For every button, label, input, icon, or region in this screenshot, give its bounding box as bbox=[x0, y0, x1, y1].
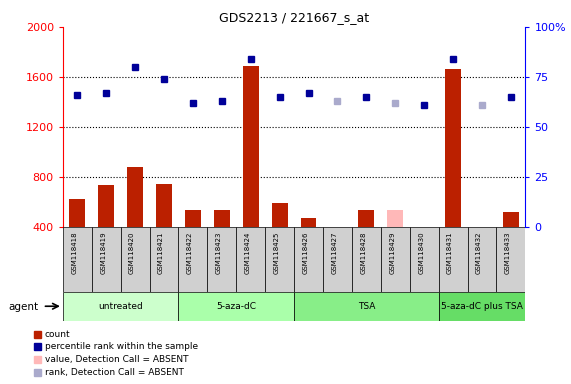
Bar bbox=[474, 227, 490, 228]
Bar bbox=[329, 227, 345, 228]
Text: agent: agent bbox=[9, 302, 39, 312]
Bar bbox=[496, 227, 525, 292]
Text: 5-aza-dC: 5-aza-dC bbox=[216, 302, 256, 311]
Bar bbox=[120, 227, 150, 292]
Text: GSM118423: GSM118423 bbox=[216, 232, 222, 274]
Text: GSM118430: GSM118430 bbox=[418, 232, 424, 275]
Text: GSM118429: GSM118429 bbox=[389, 232, 395, 274]
Bar bbox=[359, 210, 374, 227]
Text: GSM118427: GSM118427 bbox=[331, 232, 337, 274]
Bar bbox=[236, 227, 265, 292]
Bar bbox=[178, 292, 294, 321]
Bar bbox=[439, 227, 468, 292]
Bar bbox=[98, 185, 114, 227]
Bar bbox=[265, 227, 294, 292]
Text: value, Detection Call = ABSENT: value, Detection Call = ABSENT bbox=[45, 355, 188, 364]
Text: GSM118422: GSM118422 bbox=[187, 232, 193, 274]
Bar bbox=[300, 218, 316, 227]
Bar bbox=[352, 227, 381, 292]
Bar bbox=[445, 70, 461, 227]
Bar bbox=[92, 227, 120, 292]
Bar bbox=[381, 227, 410, 292]
Text: untreated: untreated bbox=[98, 302, 143, 311]
Bar bbox=[207, 227, 236, 292]
Bar bbox=[294, 292, 439, 321]
Text: GSM118433: GSM118433 bbox=[505, 232, 511, 275]
Bar bbox=[323, 227, 352, 292]
Bar bbox=[185, 210, 201, 227]
Text: GSM118425: GSM118425 bbox=[274, 232, 280, 274]
Bar bbox=[69, 199, 85, 227]
Bar bbox=[156, 184, 172, 227]
Text: GSM118426: GSM118426 bbox=[303, 232, 308, 274]
Bar bbox=[416, 227, 432, 232]
Text: TSA: TSA bbox=[357, 302, 375, 311]
Text: percentile rank within the sample: percentile rank within the sample bbox=[45, 342, 198, 351]
Bar bbox=[63, 292, 179, 321]
Bar bbox=[294, 227, 323, 292]
Text: rank, Detection Call = ABSENT: rank, Detection Call = ABSENT bbox=[45, 367, 183, 377]
Text: GSM118432: GSM118432 bbox=[476, 232, 482, 274]
Bar bbox=[150, 227, 179, 292]
Text: GSM118419: GSM118419 bbox=[100, 232, 106, 275]
Bar bbox=[243, 66, 259, 227]
Text: GSM118431: GSM118431 bbox=[447, 232, 453, 275]
Bar bbox=[272, 203, 288, 227]
Bar bbox=[503, 212, 519, 227]
Bar bbox=[387, 210, 403, 227]
Bar bbox=[410, 227, 439, 292]
Text: GSM118424: GSM118424 bbox=[245, 232, 251, 274]
Text: GSM118428: GSM118428 bbox=[360, 232, 367, 274]
Bar bbox=[127, 167, 143, 227]
Bar bbox=[468, 227, 496, 292]
Text: GSM118418: GSM118418 bbox=[71, 232, 77, 275]
Bar bbox=[178, 227, 207, 292]
Text: count: count bbox=[45, 329, 70, 339]
Title: GDS2213 / 221667_s_at: GDS2213 / 221667_s_at bbox=[219, 11, 369, 24]
Text: GSM118420: GSM118420 bbox=[129, 232, 135, 274]
Text: 5-aza-dC plus TSA: 5-aza-dC plus TSA bbox=[441, 302, 523, 311]
Bar bbox=[214, 210, 230, 227]
Bar bbox=[63, 227, 92, 292]
Text: GSM118421: GSM118421 bbox=[158, 232, 164, 274]
Bar bbox=[439, 292, 525, 321]
